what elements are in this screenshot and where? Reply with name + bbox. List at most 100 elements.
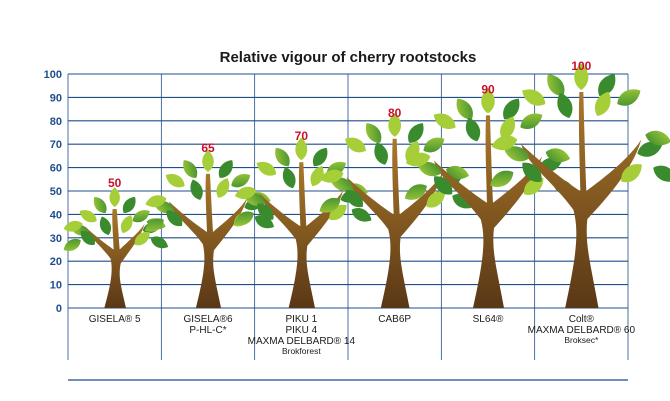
leaf [637, 141, 663, 157]
leaf [481, 88, 495, 114]
leaf [275, 147, 290, 167]
leaf [145, 195, 167, 208]
leaf [319, 197, 341, 213]
bar [234, 137, 372, 308]
leaf [345, 189, 363, 208]
leaf [190, 179, 203, 200]
leaf [99, 216, 111, 235]
data-labels: 50 65 70 80 90 100 [108, 59, 592, 190]
leaf [374, 142, 388, 165]
bars [63, 63, 670, 309]
y-tick-label: 70 [50, 139, 62, 151]
chart-title: Relative vigour of cherry rootstocks [220, 49, 477, 66]
leaf [500, 116, 516, 140]
leaf [257, 203, 274, 220]
leaf [503, 98, 520, 120]
leaf [365, 123, 382, 143]
leaf [598, 74, 616, 97]
leaf [93, 196, 107, 214]
leaf [120, 215, 133, 233]
leaf [134, 231, 150, 246]
leaf [310, 165, 324, 187]
leaf [165, 173, 185, 188]
leaf [423, 137, 445, 153]
trunk [346, 138, 443, 308]
y-tick-label: 40 [50, 209, 62, 221]
category-label: CAB6P [378, 314, 411, 325]
leaf [295, 137, 308, 161]
y-tick-label: 60 [50, 163, 62, 175]
leaf [445, 165, 470, 180]
y-tick-label: 0 [56, 303, 62, 315]
leaf [256, 161, 277, 176]
leaf [645, 130, 670, 146]
leaf [231, 173, 251, 188]
y-tick-label: 30 [50, 233, 62, 245]
category-sublabel: Brokforest [282, 346, 321, 356]
y-tick-label: 50 [50, 186, 62, 198]
leaf [405, 152, 431, 167]
leaf [150, 236, 169, 249]
category-label: SL64® [473, 314, 504, 325]
category-label: GISELA® 5 [89, 314, 141, 325]
category-label: MAXMA DELBARD® 60 [528, 325, 636, 336]
data-label: 100 [571, 59, 591, 73]
category-label: P-HL-C* [189, 325, 226, 336]
leaf [545, 148, 571, 163]
leaf [417, 161, 442, 177]
bar [144, 150, 275, 308]
y-tick-label: 20 [50, 256, 62, 268]
category-label: Colt® [569, 314, 595, 325]
data-label: 50 [108, 176, 122, 190]
leaf [594, 91, 611, 116]
leaf [216, 178, 230, 198]
leaf [404, 184, 427, 200]
leaf [491, 135, 518, 151]
category-label: PIKU 4 [285, 325, 317, 336]
data-label: 65 [201, 141, 215, 155]
trunk [169, 173, 247, 308]
leaf [351, 208, 372, 222]
leaf [202, 150, 214, 172]
y-tick-label: 100 [44, 69, 62, 81]
leaf [63, 220, 83, 232]
leaf [434, 176, 453, 195]
leaf [144, 218, 164, 232]
category-sublabel: Broksec* [564, 335, 599, 345]
leaf [426, 191, 446, 208]
leaf [234, 211, 254, 226]
trunk [521, 92, 642, 308]
category-label: PIKU 1 [285, 314, 317, 325]
leaf [490, 170, 514, 187]
data-label: 90 [481, 82, 495, 96]
leaf [80, 230, 95, 246]
leaf [63, 238, 81, 251]
leaf [388, 112, 402, 137]
category-label: MAXMA DELBARD® 14 [248, 336, 356, 347]
leaf [465, 117, 481, 142]
bar [490, 63, 670, 308]
leaf [504, 146, 530, 162]
leaf [166, 210, 183, 227]
leaf [547, 74, 565, 97]
trunk [84, 209, 145, 308]
leaf [523, 177, 544, 195]
leaf [79, 210, 97, 223]
leaf [522, 162, 542, 182]
leaf [234, 186, 257, 200]
y-tick-label: 10 [50, 280, 62, 292]
leaf [557, 92, 573, 118]
data-label: 70 [295, 129, 309, 143]
leaf [320, 169, 344, 183]
leaf [132, 210, 150, 223]
leaf [617, 89, 641, 106]
y-tick-label: 80 [50, 116, 62, 128]
category-label: GISELA®6 [183, 314, 232, 325]
leaf [653, 165, 670, 182]
leaf [183, 160, 198, 178]
y-axis-ticks: 0 10 20 30 40 50 60 70 80 90 100 [44, 69, 62, 315]
leaf [345, 137, 366, 153]
leaf [520, 113, 543, 130]
